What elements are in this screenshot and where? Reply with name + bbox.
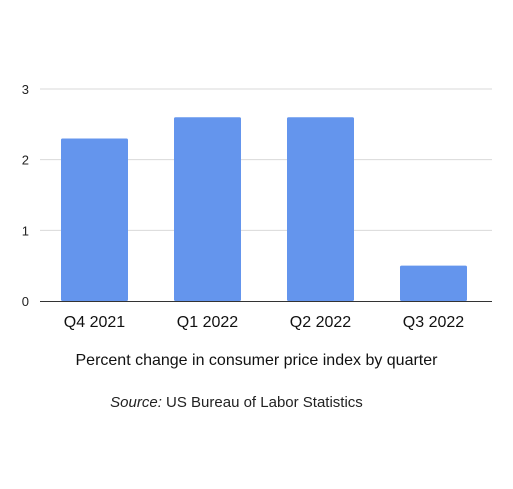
y-tick-label-0: 0 [22, 294, 29, 309]
x-tick-label-3: Q3 2022 [403, 314, 464, 331]
x-tick-label-0: Q4 2021 [64, 314, 125, 331]
bars [61, 117, 467, 302]
bar-1 [174, 117, 241, 302]
source-prefix: Source: [110, 394, 162, 411]
y-tick-label-1: 1 [22, 223, 29, 238]
x-tick-label-1: Q1 2022 [177, 314, 238, 331]
bar-2 [287, 117, 354, 302]
x-tick-label-2: Q2 2022 [290, 314, 351, 331]
y-tick-labels: 0 1 2 3 [22, 82, 29, 309]
bar-3 [400, 265, 467, 301]
y-tick-label-2: 2 [22, 153, 29, 168]
source-note: Source: US Bureau of Labor Statistics [0, 394, 513, 411]
bar-0 [61, 138, 128, 301]
source-text: US Bureau of Labor Statistics [161, 394, 363, 411]
x-tick-labels: Q4 2021 Q1 2022 Q2 2022 Q3 2022 [64, 314, 464, 331]
x-axis-label: Percent change in consumer price index b… [75, 352, 438, 369]
y-tick-label-3: 3 [22, 82, 29, 97]
